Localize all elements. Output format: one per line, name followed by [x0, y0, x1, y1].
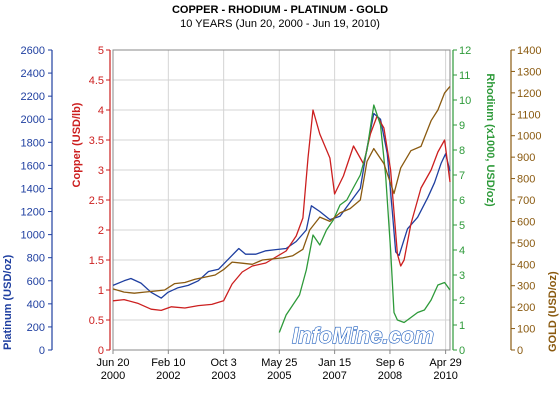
gold-tick-label: 800	[517, 174, 535, 186]
rhodium-tick-label: 9	[459, 120, 465, 132]
gold-tick-label: 500	[517, 238, 535, 250]
platinum-tick-label: 1200	[21, 207, 45, 219]
platinum-tick-label: 800	[27, 253, 45, 265]
copper-tick-label: 2	[98, 225, 104, 237]
gold-tick-label: 0	[517, 345, 523, 357]
rhodium-tick-label: 6	[459, 195, 465, 207]
platinum-series-line	[112, 112, 451, 299]
platinum-tick-label: 1400	[21, 183, 45, 195]
gold-tick-label: 700	[517, 195, 535, 207]
rhodium-tick-label: 8	[459, 145, 465, 157]
copper-tick-label: 0	[98, 345, 104, 357]
copper-tick-label: 5	[98, 45, 104, 57]
copper-tick-label: 1.5	[89, 255, 104, 267]
x-tick-label-date: Jun 20	[96, 357, 129, 369]
gold-tick-label: 900	[517, 152, 535, 164]
x-tick-label-year: 2002	[156, 370, 180, 382]
rhodium-tick-label: 3	[459, 270, 465, 282]
rhodium-series-line	[278, 104, 451, 333]
platinum-tick-label: 600	[27, 276, 45, 288]
series-group	[112, 85, 451, 333]
gold-tick-label: 1000	[517, 131, 541, 143]
gold-tick-label: 1400	[517, 45, 541, 57]
platinum-axis-title: Platinum (USD/oz)	[2, 254, 14, 350]
platinum-tick-label: 400	[27, 299, 45, 311]
gold-tick-label: 1100	[517, 109, 541, 121]
platinum-tick-label: 200	[27, 322, 45, 334]
rhodium-tick-label: 5	[459, 220, 465, 232]
plot-area-frame	[112, 49, 451, 351]
rhodium-axis-title: Rhodium (x1000, USD/oz)	[484, 73, 496, 207]
copper-tick-label: 3	[98, 165, 104, 177]
rhodium-tick-label: 11	[459, 70, 470, 82]
platinum-tick-label: 2400	[21, 68, 45, 80]
rhodium-tick-label: 10	[459, 95, 471, 107]
gold-axis-title: GOLD (USD/oz)	[547, 271, 559, 352]
x-tick-label-date: Feb 10	[151, 357, 185, 369]
platinum-tick-label: 0	[39, 345, 45, 357]
platinum-tick-label: 2000	[21, 114, 45, 126]
axes-group: 0200400600800100012001400160018002000220…	[21, 45, 542, 357]
copper-tick-label: 4	[98, 105, 104, 117]
gold-tick-label: 600	[517, 216, 535, 228]
gold-series-line	[112, 85, 451, 294]
x-tick-label-year: 2010	[433, 370, 457, 382]
chart-subtitle: 10 YEARS (Jun 20, 2000 - Jun 19, 2010)	[180, 18, 380, 30]
rhodium-tick-label: 1	[459, 320, 465, 332]
x-tick-label-date: Sep 6	[376, 357, 405, 369]
x-tick-label-year: 2008	[378, 370, 402, 382]
gold-tick-label: 400	[517, 259, 535, 271]
copper-tick-label: 1	[98, 285, 104, 297]
x-tick-label-date: Oct 3	[210, 357, 236, 369]
gold-tick-label: 1200	[517, 88, 541, 100]
platinum-tick-label: 1600	[21, 160, 45, 172]
copper-tick-label: 3.5	[89, 135, 104, 147]
chart-title: COPPER - RHODIUM - PLATINUM - GOLD	[172, 4, 388, 16]
rhodium-tick-label: 0	[459, 345, 465, 357]
rhodium-tick-label: 12	[459, 45, 471, 57]
grid-lines	[113, 50, 450, 350]
x-tick-label-year: 2000	[101, 370, 125, 382]
copper-series-line	[112, 109, 451, 312]
gold-tick-label: 100	[517, 324, 535, 336]
platinum-tick-label: 2200	[21, 91, 45, 103]
x-tick-label-date: Apr 29	[429, 357, 461, 369]
copper-tick-label: 2.5	[89, 195, 104, 207]
rhodium-tick-label: 7	[459, 170, 465, 182]
copper-tick-label: 4.5	[89, 75, 104, 87]
x-tick-label-date: May 25	[261, 357, 297, 369]
gold-tick-label: 1300	[517, 66, 541, 78]
gold-tick-label: 200	[517, 302, 535, 314]
platinum-tick-label: 1000	[21, 230, 45, 242]
x-tick-label-date: Jan 15	[318, 357, 351, 369]
rhodium-tick-label: 2	[459, 295, 465, 307]
gold-tick-label: 300	[517, 281, 535, 293]
platinum-tick-label: 2600	[21, 45, 45, 57]
x-tick-label-year: 2005	[267, 370, 291, 382]
x-tick-label-year: 2003	[211, 370, 235, 382]
platinum-tick-label: 1800	[21, 137, 45, 149]
copper-tick-label: 0.5	[89, 315, 104, 327]
rhodium-tick-label: 4	[459, 245, 465, 257]
copper-axis-title: Copper (USD/lb)	[71, 102, 83, 187]
x-tick-label-year: 2007	[322, 370, 346, 382]
watermark: InfoMine.com	[292, 323, 434, 348]
